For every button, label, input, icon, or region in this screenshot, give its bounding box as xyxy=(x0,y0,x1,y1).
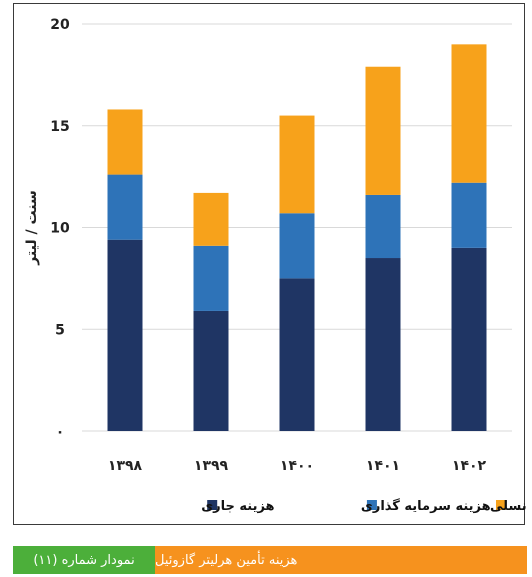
x-tick-label: ۱۴۰۰ xyxy=(280,458,314,474)
bar-segment-2-3 xyxy=(365,66,401,195)
bar-segment-1-3 xyxy=(365,194,401,259)
y-tick-label: ۰ xyxy=(56,424,65,440)
legend-label: سهم بین نسلی xyxy=(490,499,526,514)
chart-frame: ۰ 5 10 15 20 سنت / لیتر ۱۳۹۸ ۱۳۹۹ ۱۴۰۰ ۱۴۰۱ ۱۴۰۲ سه… xyxy=(13,3,526,525)
y-tick-label: 10 xyxy=(50,221,70,237)
bar-segment-0-0 xyxy=(107,239,143,431)
bar-segment-0-4 xyxy=(451,247,487,431)
bar-segment-2-0 xyxy=(107,109,143,175)
bar-segment-0-2 xyxy=(279,278,315,431)
bar-segment-2-1 xyxy=(193,192,229,246)
bar-segment-0-1 xyxy=(193,310,229,431)
caption-bar: نمودار شماره (۱۱) هزینه تأمین هرلیتر گاز… xyxy=(13,546,527,574)
bar-segment-1-1 xyxy=(193,245,229,311)
chart-svg: ۰ 5 10 15 20 سنت / لیتر ۱۳۹۸ ۱۳۹۹ ۱۴۰۰ ۱۴۰۱ ۱۴۰۲ سه… xyxy=(24,17,526,514)
legend-label: هزینه جاری xyxy=(201,499,274,514)
bar-segment-2-4 xyxy=(451,44,487,183)
bar-segment-1-4 xyxy=(451,182,487,248)
y-tick-label: 15 xyxy=(50,119,69,135)
bar-segment-1-0 xyxy=(107,174,143,240)
bar-segment-1-2 xyxy=(279,213,315,279)
x-tick-label: ۱۴۰۲ xyxy=(452,458,487,474)
y-tick-label: 5 xyxy=(55,322,65,338)
y-tick-label: 20 xyxy=(50,17,70,33)
legend-swatch-2 xyxy=(207,500,218,510)
legend-swatch-0 xyxy=(496,500,506,510)
legend-label: هزینه سرمایه گذاری xyxy=(361,498,491,514)
y-axis-label: سنت / لیتر xyxy=(24,190,40,266)
bar-segment-0-3 xyxy=(365,258,401,431)
x-tick-label: ۱۳۹۹ xyxy=(194,458,229,474)
legend-swatch-1 xyxy=(366,500,377,510)
caption-title: هزینه تأمین هرلیتر گازوئیل xyxy=(155,552,298,568)
bar-segment-2-2 xyxy=(279,115,315,214)
x-tick-label: ۱۴۰۱ xyxy=(366,458,400,474)
caption-number: نمودار شماره (۱۱) xyxy=(13,546,155,574)
x-tick-label: ۱۳۹۸ xyxy=(108,458,143,474)
